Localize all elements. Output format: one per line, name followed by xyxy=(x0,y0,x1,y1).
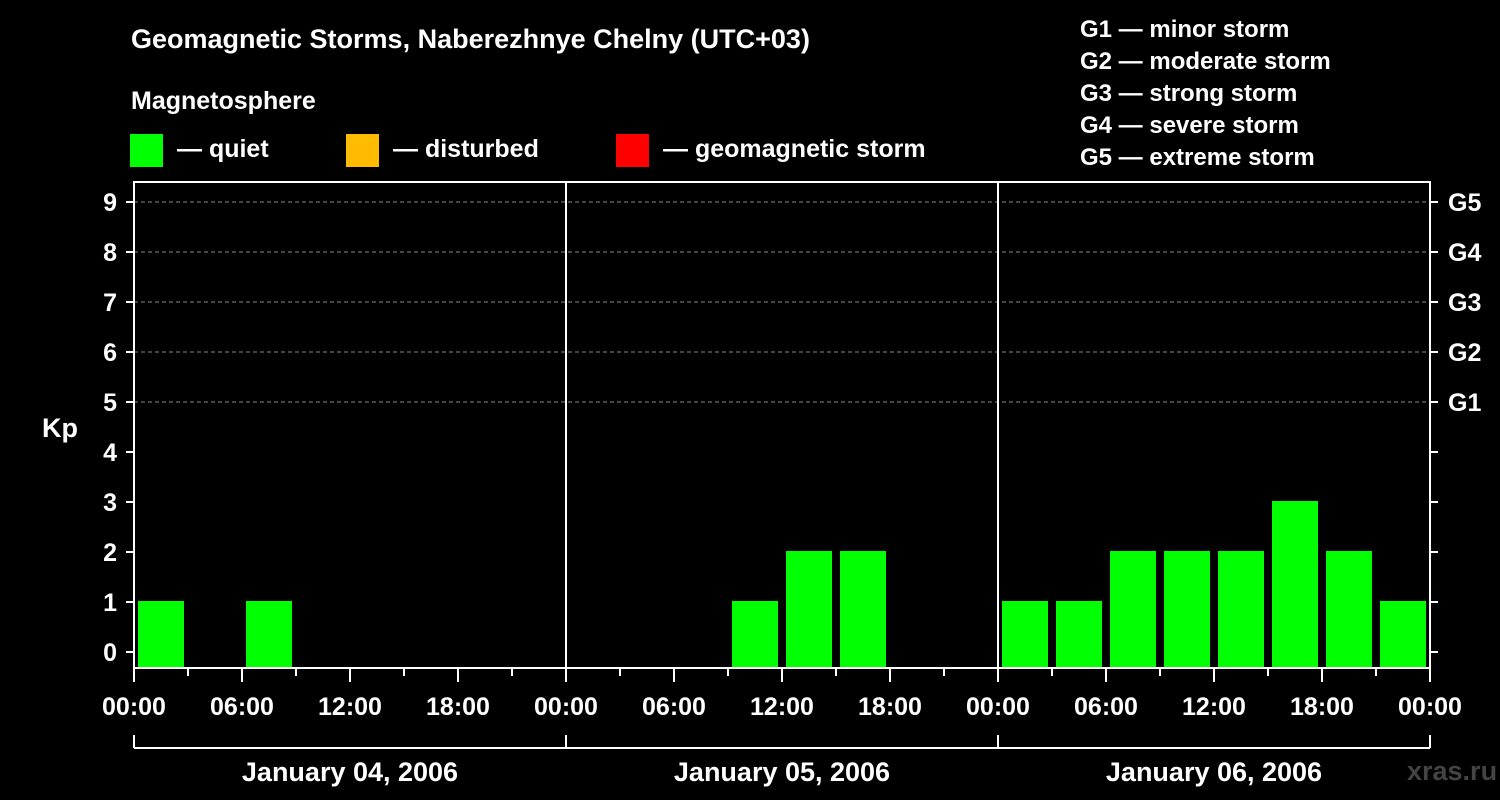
y-tick-label: 7 xyxy=(103,289,117,317)
g-level-label: G2 xyxy=(1448,339,1481,367)
y-tick-label: 2 xyxy=(103,539,117,567)
storm-scale-g1: G1 — minor storm xyxy=(1080,16,1289,43)
x-tick-label: 00:00 xyxy=(1398,693,1462,721)
x-tick-label: 00:00 xyxy=(966,693,1030,721)
storm-scale-g3: G3 — strong storm xyxy=(1080,80,1297,107)
x-tick-label: 12:00 xyxy=(750,693,814,721)
x-tick-label: 18:00 xyxy=(426,693,490,721)
watermark: xras.ru xyxy=(1407,756,1497,786)
x-tick-label: 00:00 xyxy=(534,693,598,721)
kp-bar xyxy=(1164,551,1210,668)
kp-bar xyxy=(1110,551,1156,668)
axes-layer: 0 1 2 3 4 5 6 7 8 9 G1 G2 G3 G4 G5 00:00 06:00 12:00 18:00… xyxy=(102,181,1481,787)
g-level-label: G5 xyxy=(1448,189,1481,217)
kp-bar xyxy=(1380,601,1426,668)
y-tick-label: 3 xyxy=(103,489,117,517)
legend-swatch-disturbed xyxy=(346,134,379,167)
y-tick-label: 9 xyxy=(103,189,117,217)
kp-bar xyxy=(1002,601,1048,668)
kp-bar xyxy=(1218,551,1264,668)
kp-bar xyxy=(786,551,832,668)
g-level-label: G3 xyxy=(1448,289,1481,317)
kp-bar xyxy=(138,601,184,668)
g-level-label: G4 xyxy=(1448,239,1481,267)
y-tick-label: 5 xyxy=(103,389,117,417)
x-tick-label: 18:00 xyxy=(1290,693,1354,721)
kp-bar xyxy=(1326,551,1372,668)
y-tick-label: 4 xyxy=(103,439,117,467)
kp-bar xyxy=(840,551,886,668)
x-tick-label: 18:00 xyxy=(858,693,922,721)
x-tick-label: 12:00 xyxy=(318,693,382,721)
x-tick-label: 00:00 xyxy=(102,693,166,721)
x-tick-label: 06:00 xyxy=(642,693,706,721)
kp-bar xyxy=(246,601,292,668)
y-tick-label: 8 xyxy=(103,239,117,267)
kp-bar xyxy=(1272,501,1318,668)
x-tick-label: 06:00 xyxy=(1074,693,1138,721)
storm-scale-g5: G5 — extreme storm xyxy=(1080,144,1315,171)
bars-layer xyxy=(138,501,1426,668)
storm-scale-g4: G4 — severe storm xyxy=(1080,112,1299,139)
y-tick-label: 0 xyxy=(103,639,117,667)
g-level-label: G1 xyxy=(1448,389,1481,417)
kp-bar xyxy=(1056,601,1102,668)
x-tick-label: 12:00 xyxy=(1182,693,1246,721)
legend-label-disturbed: — disturbed xyxy=(393,135,539,163)
storm-scale-g2: G2 — moderate storm xyxy=(1080,48,1331,75)
grid-layer xyxy=(134,201,1430,403)
legend-swatch-storm xyxy=(616,134,649,167)
legend-heading: Magnetosphere xyxy=(131,87,316,115)
y-tick-label: 1 xyxy=(103,589,117,617)
x-tick-label: 06:00 xyxy=(210,693,274,721)
legend-swatch-quiet xyxy=(130,134,163,167)
day-label: January 05, 2006 xyxy=(674,757,890,787)
y-axis-label: Kp xyxy=(42,413,78,443)
y-tick-label: 6 xyxy=(103,339,117,367)
chart-title: Geomagnetic Storms, Naberezhnye Chelny (… xyxy=(131,24,810,54)
day-label: January 06, 2006 xyxy=(1106,757,1322,787)
legend-label-storm: — geomagnetic storm xyxy=(663,135,926,163)
kp-bar xyxy=(732,601,778,668)
legend-label-quiet: — quiet xyxy=(177,135,269,163)
day-label: January 04, 2006 xyxy=(242,757,458,787)
